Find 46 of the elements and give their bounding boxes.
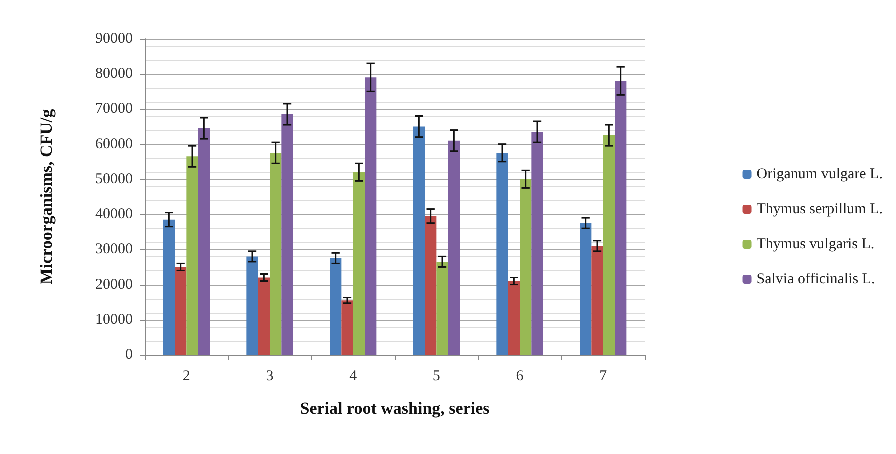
bar [496, 153, 508, 355]
y-tick-label: 0 [126, 347, 133, 363]
bar [175, 267, 187, 355]
y-tick-label: 70000 [96, 101, 133, 118]
x-tick-label: 4 [350, 368, 358, 384]
bar [603, 136, 615, 355]
y-tick-label: 80000 [96, 66, 133, 82]
bar [615, 81, 627, 355]
bar [186, 156, 198, 355]
bar [258, 278, 270, 355]
x-tick-label: 6 [516, 368, 524, 384]
bar [270, 153, 282, 355]
bar [580, 223, 592, 355]
bar [508, 281, 520, 355]
bar [592, 246, 604, 355]
x-tick-label: 2 [182, 368, 190, 384]
bar [425, 216, 437, 355]
legend-label: Salvia officinalis L. [756, 272, 876, 288]
bar [413, 126, 425, 355]
x-tick-label: 7 [600, 368, 608, 384]
x-tick-label: 3 [266, 368, 274, 384]
y-tick-label: 40000 [96, 206, 133, 223]
y-tick-label: 10000 [96, 312, 133, 328]
bar [342, 300, 354, 355]
y-axis-title: Microorganisms, CFU/g [37, 108, 56, 285]
bar [282, 114, 294, 355]
bar [365, 78, 377, 355]
bar [353, 172, 365, 355]
legend-label: Thymus serpillum L. [756, 202, 884, 218]
y-tick-label: 60000 [96, 136, 133, 152]
bar [436, 262, 448, 355]
x-axis-title: Serial root washing, series [300, 399, 490, 418]
y-tick-label: 50000 [96, 171, 133, 188]
y-tick-label: 20000 [96, 276, 133, 293]
bar [532, 132, 544, 355]
bar [520, 179, 532, 355]
x-tick-label: 5 [432, 368, 440, 384]
bar [198, 128, 210, 355]
bar [246, 256, 258, 355]
bar [448, 140, 460, 355]
y-tick-label: 30000 [96, 242, 133, 258]
y-tick-label: 90000 [96, 31, 133, 47]
bar [163, 220, 175, 355]
legend-label: Thymus vulgaris L. [756, 236, 875, 252]
bar [330, 258, 342, 355]
legend-label: Origanum vulgare L. [756, 166, 883, 182]
